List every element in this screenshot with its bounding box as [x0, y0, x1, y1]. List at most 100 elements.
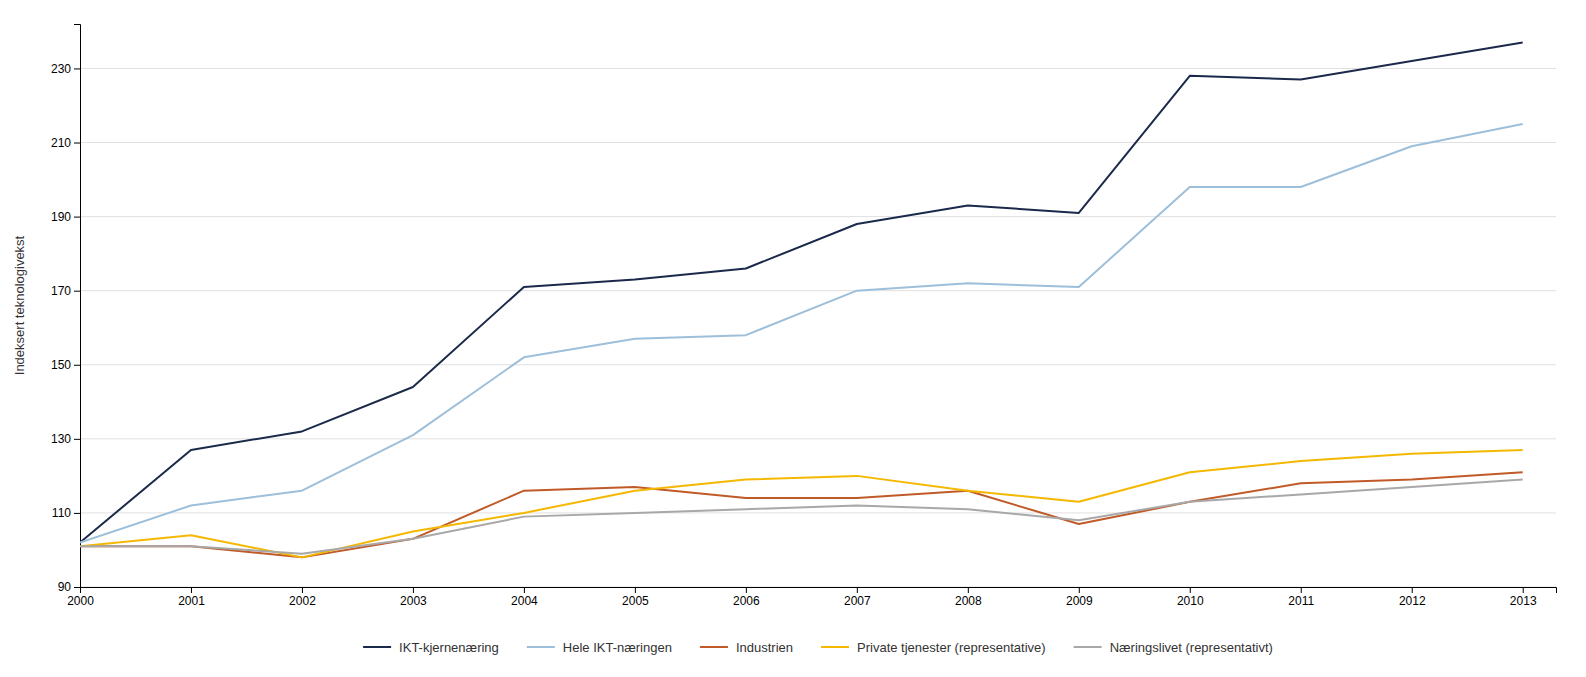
y-tick-mark [74, 143, 80, 144]
x-tick-label: 2010 [1177, 594, 1204, 608]
x-tick-label: 2003 [400, 594, 427, 608]
y-axis-line [74, 25, 81, 588]
x-tick: 2004 [511, 587, 538, 608]
x-tick-label: 2006 [733, 594, 760, 608]
y-tick: 210 [51, 136, 80, 150]
grid-line [80, 68, 1556, 69]
y-tick-label: 230 [51, 62, 71, 76]
legend-label: IKT-kjernenæring [399, 640, 499, 655]
legend-label: Industrien [736, 640, 793, 655]
y-tick: 130 [51, 432, 80, 446]
grid-line [80, 142, 1556, 143]
y-tick-mark [74, 217, 80, 218]
legend-swatch [821, 646, 849, 648]
x-tick-mark [302, 587, 303, 593]
legend-swatch [363, 646, 391, 648]
legend-item: Næringslivet (representativt) [1074, 640, 1273, 655]
series-line [80, 472, 1523, 557]
legend-item: Hele IKT-næringen [527, 640, 672, 655]
y-tick: 90 [58, 580, 80, 594]
y-tick-mark [74, 68, 80, 69]
legend-swatch [700, 646, 728, 648]
x-tick-label: 2007 [844, 594, 871, 608]
x-tick-label: 2001 [178, 594, 205, 608]
grid-line [80, 290, 1556, 291]
y-tick-label: 190 [51, 210, 71, 224]
x-tick-label: 2012 [1399, 594, 1426, 608]
x-tick-label: 2002 [289, 594, 316, 608]
x-tick-mark [1301, 587, 1302, 593]
x-tick-mark [857, 587, 858, 593]
y-tick-mark [74, 365, 80, 366]
x-tick: 2002 [289, 587, 316, 608]
x-tick: 2001 [178, 587, 205, 608]
y-tick-label: 130 [51, 432, 71, 446]
x-tick-mark [191, 587, 192, 593]
x-tick-mark [1190, 587, 1191, 593]
x-tick-label: 2005 [622, 594, 649, 608]
x-tick-mark [1079, 587, 1080, 593]
legend-item: Private tjenester (representative) [821, 640, 1046, 655]
x-tick-label: 2009 [1066, 594, 1093, 608]
x-tick-mark [968, 587, 969, 593]
y-tick-mark [74, 439, 80, 440]
y-tick-label: 210 [51, 136, 71, 150]
legend-label: Hele IKT-næringen [563, 640, 672, 655]
y-tick-mark [74, 513, 80, 514]
x-axis-line [81, 588, 1557, 594]
x-tick-mark [635, 587, 636, 593]
x-tick: 2000 [67, 587, 94, 608]
chart: 2000 2001 2002 2003 2004 2005 2006 2007 2008 2009… [0, 0, 1586, 677]
x-tick: 2006 [733, 587, 760, 608]
x-tick: 2005 [622, 587, 649, 608]
x-tick-mark [1523, 587, 1524, 593]
plot-area: 2000 2001 2002 2003 2004 2005 2006 2007 2008 2009… [51, 25, 1557, 608]
x-tick-mark [746, 587, 747, 593]
y-tick: 150 [51, 358, 80, 372]
series-line [80, 450, 1523, 557]
x-tick-mark [524, 587, 525, 593]
x-tick-label: 2008 [955, 594, 982, 608]
legend-item: Industrien [700, 640, 793, 655]
y-axis-title: Indeksert teknologivekst [12, 235, 27, 375]
legend-swatch [1074, 646, 1102, 648]
y-tick: 230 [51, 62, 80, 76]
x-tick: 2007 [844, 587, 871, 608]
grid [80, 68, 1556, 587]
grid-line [80, 438, 1556, 439]
legend-swatch [527, 646, 555, 648]
x-tick-label: 2013 [1510, 594, 1537, 608]
y-tick-mark [74, 587, 80, 588]
x-tick-mark [413, 587, 414, 593]
legend-label: Næringslivet (representativt) [1110, 640, 1273, 655]
y-tick-label: 170 [51, 284, 71, 298]
y-tick: 190 [51, 210, 80, 224]
series-line [80, 43, 1523, 543]
x-tick-label: 2011 [1288, 594, 1314, 608]
x-tick: 2003 [400, 587, 427, 608]
grid-line [80, 216, 1556, 217]
y-tick: 170 [51, 284, 80, 298]
legend: IKT-kjernenæring Hele IKT-næringen Industr… [363, 640, 1273, 655]
y-tick: 110 [52, 506, 80, 520]
x-tick: 2012 [1399, 587, 1426, 608]
x-tick-label: 2000 [67, 594, 94, 608]
x-tick: 2009 [1066, 587, 1093, 608]
legend-label: Private tjenester (representative) [857, 640, 1046, 655]
x-tick: 2008 [955, 587, 982, 608]
y-tick-label: 110 [52, 506, 71, 520]
y-tick-mark [74, 291, 80, 292]
legend-item: IKT-kjernenæring [363, 640, 499, 655]
series-line [80, 480, 1523, 554]
x-axis: 2000 2001 2002 2003 2004 2005 2006 2007 2008 2009… [67, 587, 1556, 608]
x-tick: 2011 [1288, 587, 1314, 608]
series-line [80, 124, 1523, 543]
x-tick: 2013 [1510, 587, 1537, 608]
x-tick-label: 2004 [511, 594, 538, 608]
y-tick-label: 90 [58, 580, 72, 594]
grid-line [80, 364, 1556, 365]
y-axis: 90 110 130 150 170 190 210 230 [51, 25, 81, 595]
grid-line [80, 512, 1556, 513]
lines [80, 43, 1523, 558]
x-tick-mark [1412, 587, 1413, 593]
